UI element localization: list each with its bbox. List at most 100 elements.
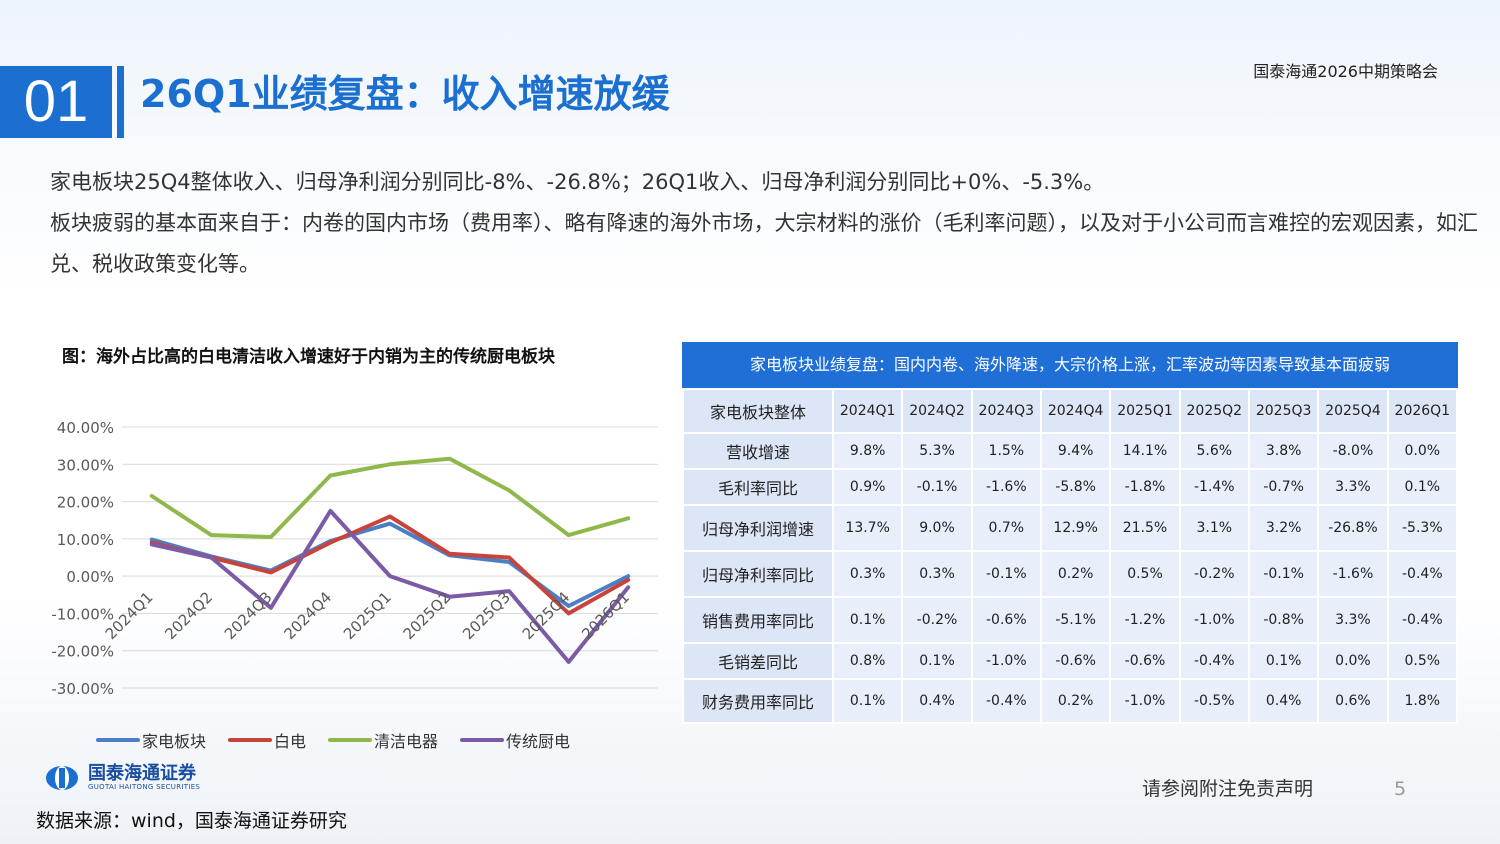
table-cell: -5.1% bbox=[1041, 598, 1110, 642]
table-row: 毛销差同比 0.8% 0.1% -1.0% -0.6% -0.6% -0.4% 0.1% 0.0… bbox=[684, 644, 1456, 678]
table-cell: -1.0% bbox=[972, 644, 1040, 678]
table-cell: -0.6% bbox=[972, 598, 1040, 642]
table-cell: -5.3% bbox=[1388, 506, 1456, 550]
chart-title: 图：海外占比高的白电清洁收入增速好于内销为主的传统厨电板块 bbox=[62, 347, 555, 367]
table-cell: 0.9% bbox=[834, 470, 902, 504]
legend-item: 家电板块 bbox=[96, 728, 206, 752]
table-cell: -0.1% bbox=[1249, 552, 1318, 596]
table-cell: 0.1% bbox=[834, 680, 902, 722]
table-column-header: 2024Q4 bbox=[1041, 390, 1110, 432]
table-cell: 0.1% bbox=[834, 598, 902, 642]
performance-table: 家电板块整体 2024Q1 2024Q2 2024Q3 2024Q4 2025Q1 2025… bbox=[682, 388, 1458, 724]
table-cell: 5.6% bbox=[1180, 434, 1248, 468]
y-tick-label: -10.00% bbox=[51, 605, 114, 623]
table-cell: -0.7% bbox=[1249, 470, 1318, 504]
table-cell: 0.7% bbox=[972, 506, 1040, 550]
table-cell: 1.5% bbox=[972, 434, 1040, 468]
table-cell: -5.8% bbox=[1041, 470, 1110, 504]
logo-icon bbox=[44, 764, 80, 792]
y-tick-label: 20.00% bbox=[57, 494, 114, 512]
logo-cn: 国泰海通证券 bbox=[88, 763, 196, 784]
table-cell: 0.4% bbox=[903, 680, 971, 722]
table-row: 归母净利润增速 13.7% 9.0% 0.7% 12.9% 21.5% 3.1% 3.2% -2… bbox=[684, 506, 1456, 550]
table-row: 归母净利率同比 0.3% 0.3% -0.1% 0.2% 0.5% -0.2% -0.1% -1… bbox=[684, 552, 1456, 596]
table-cell: -1.4% bbox=[1180, 470, 1248, 504]
y-tick-label: 40.00% bbox=[57, 419, 114, 437]
table-cell: 0.4% bbox=[1249, 680, 1318, 722]
table-column-header: 2025Q3 bbox=[1249, 390, 1318, 432]
x-tick-label: 2024Q3 bbox=[221, 588, 276, 643]
summary-line-1: 家电板块25Q4整体收入、归母净利润分别同比-8%、-26.8%；26Q1收入、… bbox=[50, 170, 1105, 194]
table-cell: -0.2% bbox=[1180, 552, 1248, 596]
legend-label: 清洁电器 bbox=[374, 732, 439, 751]
series-line-4 bbox=[149, 508, 631, 664]
table-column-header: 2025Q4 bbox=[1319, 390, 1387, 432]
table-cell: 3.8% bbox=[1249, 434, 1318, 468]
x-tick-label: 2024Q2 bbox=[161, 588, 216, 643]
company-logo: 国泰海通证券 GUOTAI HAITONG SECURITIES bbox=[44, 764, 200, 792]
table-cell: 0.1% bbox=[1249, 644, 1318, 678]
table-cell: 12.9% bbox=[1041, 506, 1110, 550]
table-cell: 3.1% bbox=[1180, 506, 1248, 550]
table-cell: 14.1% bbox=[1111, 434, 1179, 468]
table-cell: -0.8% bbox=[1249, 598, 1318, 642]
table-cell: 0.0% bbox=[1319, 644, 1387, 678]
table-cell: -0.4% bbox=[1388, 598, 1456, 642]
table-cell: -0.6% bbox=[1041, 644, 1110, 678]
line-chart: 40.00% 30.00% 20.00% 10.00% 0.00% -10.00% -20.… bbox=[51, 419, 658, 698]
event-name: 国泰海通2026中期策略会 bbox=[1253, 62, 1438, 81]
table-cell: -0.4% bbox=[1180, 644, 1248, 678]
y-tick-label: -20.00% bbox=[51, 643, 114, 661]
table-header: 家电板块业绩复盘：国内内卷、海外降速，大宗价格上涨，汇率波动等因素导致基本面疲弱 bbox=[682, 342, 1458, 388]
x-tick-label: 2025Q1 bbox=[340, 588, 395, 643]
legend-item: 清洁电器 bbox=[328, 728, 438, 752]
table-cell: -1.6% bbox=[972, 470, 1040, 504]
table-cell: -0.1% bbox=[972, 552, 1040, 596]
table-cell: -1.0% bbox=[1111, 680, 1179, 722]
table-cell: 0.8% bbox=[834, 644, 902, 678]
table-cell: 0.2% bbox=[1041, 680, 1110, 722]
table-row: 财务费用率同比 0.1% 0.4% -0.4% 0.2% -1.0% -0.5% 0.4% 0.… bbox=[684, 680, 1456, 722]
data-source: 数据来源：wind，国泰海通证券研究 bbox=[36, 810, 347, 832]
y-tick-label: -30.00% bbox=[51, 680, 114, 698]
table-cell: -1.0% bbox=[1180, 598, 1248, 642]
legend-label: 白电 bbox=[274, 732, 307, 751]
table-row-label: 归母净利润增速 bbox=[684, 506, 832, 550]
legend-swatch bbox=[328, 738, 373, 742]
table-cell: -0.5% bbox=[1180, 680, 1248, 722]
legend-swatch bbox=[96, 738, 140, 742]
table-cell: 5.3% bbox=[903, 434, 971, 468]
table-row-label: 财务费用率同比 bbox=[684, 680, 832, 722]
legend-label: 传统厨电 bbox=[506, 732, 571, 751]
table-row-label: 毛销差同比 bbox=[684, 644, 832, 678]
table-cell: 0.6% bbox=[1319, 680, 1387, 722]
summary-line-2: 板块疲弱的基本面来自于：内卷的国内市场（费用率）、略有降速的海外市场，大宗材料的… bbox=[50, 211, 1478, 276]
x-tick-label: 2024Q4 bbox=[280, 588, 335, 643]
table-column-header: 2024Q2 bbox=[903, 390, 971, 432]
table-column-header: 2024Q1 bbox=[834, 390, 902, 432]
table-row-label: 归母净利率同比 bbox=[684, 552, 832, 596]
table-cell: 3.2% bbox=[1249, 506, 1318, 550]
disclaimer-link[interactable]: 请参阅附注免责声明 bbox=[1142, 778, 1314, 800]
performance-table-panel: 家电板块业绩复盘：国内内卷、海外降速，大宗价格上涨，汇率波动等因素导致基本面疲弱… bbox=[682, 342, 1458, 724]
table-column-header: 2025Q2 bbox=[1180, 390, 1248, 432]
table-cell: 13.7% bbox=[834, 506, 902, 550]
table-cell: 9.8% bbox=[834, 434, 902, 468]
table-cell: 0.3% bbox=[903, 552, 971, 596]
table-cell: 0.5% bbox=[1111, 552, 1179, 596]
table-column-header: 2026Q1 bbox=[1388, 390, 1456, 432]
legend-swatch bbox=[228, 738, 273, 742]
table-cell: 9.4% bbox=[1041, 434, 1110, 468]
table-row-label: 营收增速 bbox=[684, 434, 832, 468]
table-column-header: 2024Q3 bbox=[972, 390, 1040, 432]
table-cell: -0.6% bbox=[1111, 644, 1179, 678]
y-tick-label: 30.00% bbox=[57, 456, 114, 474]
table-row: 营收增速 9.8% 5.3% 1.5% 9.4% 14.1% 5.6% 3.8% -8.0% 0.… bbox=[684, 434, 1456, 468]
y-tick-label: 10.00% bbox=[57, 531, 114, 549]
title-accent-bar bbox=[117, 66, 124, 138]
table-row: 销售费用率同比 0.1% -0.2% -0.6% -5.1% -1.2% -1.0% -0.8… bbox=[684, 598, 1456, 642]
logo-en: GUOTAI HAITONG SECURITIES bbox=[88, 783, 201, 791]
page-number: 5 bbox=[1394, 778, 1407, 800]
table-header-row: 家电板块整体 2024Q1 2024Q2 2024Q3 2024Q4 2025Q1 2025… bbox=[684, 390, 1456, 432]
table-cell: -1.8% bbox=[1111, 470, 1179, 504]
